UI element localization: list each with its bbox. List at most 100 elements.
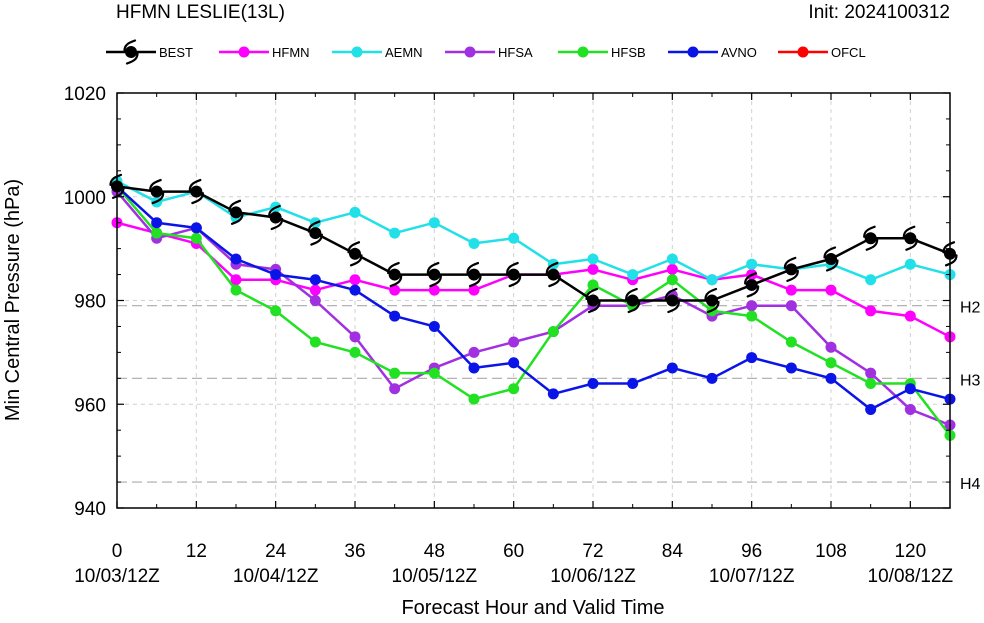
legend-marker <box>687 46 699 58</box>
hurricane-arm <box>125 52 139 65</box>
series-line-hfsb <box>116 185 951 437</box>
x-tick-date: 10/03/12Z <box>74 566 160 587</box>
point-aemn <box>627 269 639 281</box>
hurricane-arm <box>389 274 403 288</box>
hurricane-core <box>864 232 877 245</box>
point-hfmn <box>865 305 877 317</box>
hurricane-arm <box>230 212 244 225</box>
point-avno <box>270 269 282 281</box>
point-avno <box>666 362 678 374</box>
x-tick-date: 10/08/12Z <box>868 566 954 587</box>
hurricane-arm <box>468 274 482 288</box>
point-avno <box>508 357 520 369</box>
y-tick-label: 980 <box>74 292 106 313</box>
hurricane-arm <box>706 300 720 314</box>
category-label-h2: H2 <box>960 300 981 317</box>
point-hfsb <box>468 393 480 405</box>
point-avno <box>825 372 837 384</box>
hurricane-arm <box>548 274 561 288</box>
point-best <box>664 287 680 314</box>
hurricane-arm <box>786 269 799 282</box>
point-aemn <box>349 206 361 218</box>
point-hfsa <box>309 295 321 306</box>
x-tick-label: 48 <box>424 541 445 562</box>
point-aemn <box>746 258 758 270</box>
point-hfmn <box>428 284 440 296</box>
point-avno <box>706 372 718 384</box>
point-aemn <box>904 258 916 270</box>
y-axis-label: Min Central Pressure (hPa) <box>2 179 24 421</box>
point-hfsb <box>349 346 361 358</box>
x-tick-label: 72 <box>582 541 603 562</box>
point-avno <box>151 217 163 229</box>
point-avno <box>190 222 202 234</box>
point-best <box>744 272 760 298</box>
point-best <box>625 287 641 314</box>
point-hfmn <box>904 310 916 322</box>
reference-lines: H2 H3 H4 <box>117 300 981 493</box>
hurricane-core <box>269 211 282 224</box>
point-best <box>823 246 839 272</box>
point-hfsb <box>508 383 520 395</box>
series-line-avno <box>116 185 951 411</box>
point-hfsb <box>785 336 797 348</box>
point-aemn <box>706 274 718 286</box>
hurricane-arm <box>865 238 879 251</box>
point-hfmn <box>389 284 401 296</box>
point-hfsa <box>865 367 877 379</box>
hurricane-arm <box>825 259 839 272</box>
legend-label: HFSA <box>498 45 533 60</box>
hurricane-arm <box>508 274 522 288</box>
legend-marker <box>351 46 363 58</box>
hurricane-arm <box>905 238 918 251</box>
hurricane-core <box>428 268 441 281</box>
x-tick-date: 10/06/12Z <box>550 566 636 587</box>
legend-item-hfsb: HFSB <box>558 45 646 60</box>
point-hfsb <box>666 274 678 286</box>
point-best <box>863 225 879 251</box>
point-hfsa <box>468 346 480 358</box>
x-tick-label: 12 <box>186 541 207 562</box>
point-aemn <box>666 253 678 265</box>
x-tick-label: 120 <box>894 541 926 562</box>
hurricane-arm <box>545 261 559 275</box>
point-hfmn <box>468 284 480 296</box>
y-tick-label: 960 <box>74 395 106 416</box>
series-line-hfsa <box>116 190 951 427</box>
point-best <box>228 199 244 225</box>
legend-label: HFMN <box>272 45 310 60</box>
hurricane-core <box>230 206 242 219</box>
point-aemn <box>428 217 440 229</box>
point-hfsb <box>389 367 401 379</box>
x-tick-label: 24 <box>265 541 287 562</box>
legend-item-avno: AVNO <box>668 45 757 60</box>
legend-marker <box>123 39 139 65</box>
y-tick-label: 940 <box>74 499 106 520</box>
x-tick-label: 108 <box>815 541 847 562</box>
hurricane-core <box>388 268 401 281</box>
point-avno <box>428 320 440 332</box>
legend-label: OFCL <box>831 45 866 60</box>
x-tick-label: 96 <box>741 541 762 562</box>
hurricane-core <box>626 294 639 307</box>
x-tick-label: 84 <box>662 541 684 562</box>
hurricane-core <box>745 278 758 291</box>
hurricane-core <box>904 232 917 245</box>
point-aemn <box>389 227 401 239</box>
point-hfmn <box>666 263 678 275</box>
point-avno <box>865 403 877 415</box>
x-tick-label: 60 <box>503 541 524 562</box>
legend-item-hfmn: HFMN <box>219 45 310 60</box>
point-avno <box>785 362 797 374</box>
hurricane-core <box>309 227 322 240</box>
point-best <box>704 287 720 314</box>
hurricane-arm <box>585 287 599 301</box>
hurricane-core <box>785 263 798 276</box>
point-hfsb <box>746 310 758 322</box>
chart-title-left: HFMN LESLIE(13L) <box>116 2 285 23</box>
hurricane-arm <box>310 233 323 246</box>
point-best <box>268 204 284 231</box>
point-hfmn <box>825 284 837 296</box>
